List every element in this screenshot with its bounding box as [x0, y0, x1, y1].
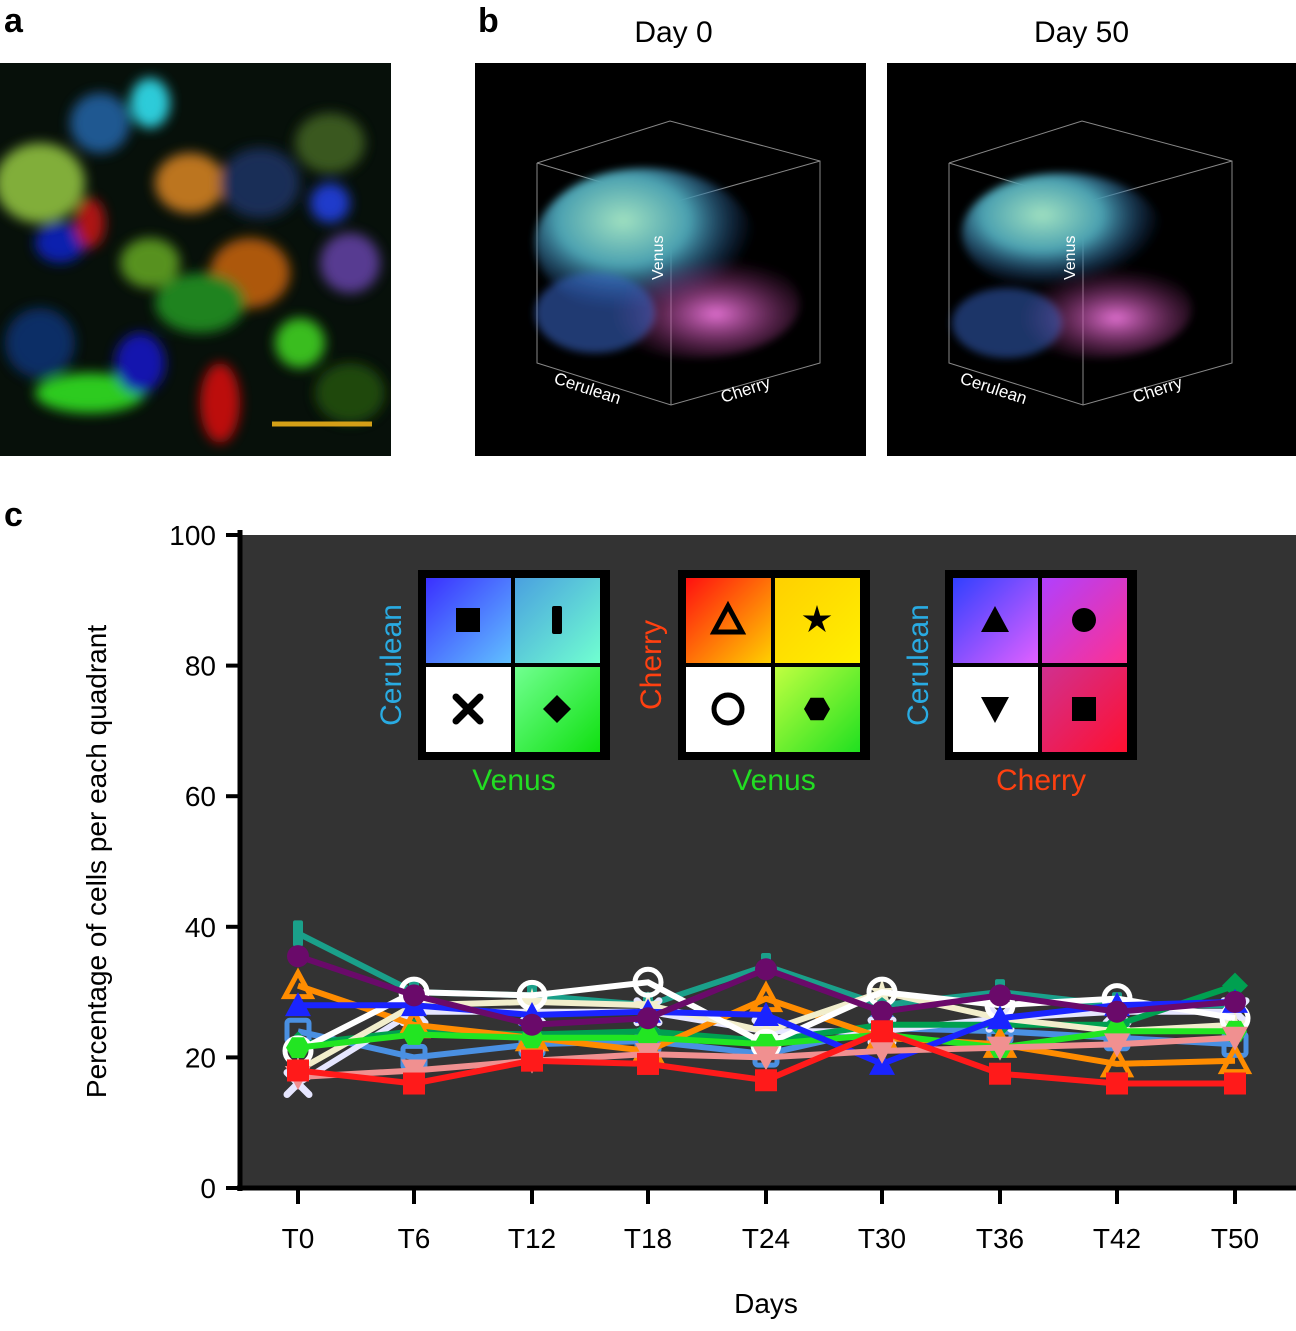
data-point	[293, 920, 303, 947]
data-point	[755, 958, 777, 981]
y-tick-label: 20	[185, 1042, 216, 1073]
x-tick-label: T50	[1211, 1223, 1259, 1254]
data-point	[632, 966, 664, 998]
data-point	[755, 1069, 777, 1092]
legend-y-label: Cerulean	[375, 604, 408, 726]
data-point	[637, 1052, 659, 1075]
legend-x-label: Venus	[472, 764, 555, 797]
legend-y-label: Cerulean	[902, 604, 935, 726]
y-axis-label: Percentage of cells per each quadrant	[81, 625, 112, 1098]
day0-label: Day 0	[634, 16, 713, 49]
data-point	[753, 1046, 779, 1071]
data-point	[286, 1037, 310, 1058]
legend-y-label: Cherry	[635, 620, 668, 710]
legend-box-1: Cherry Venus	[635, 570, 870, 797]
data-point	[518, 987, 546, 1014]
series-10	[285, 1026, 1248, 1090]
data-point	[987, 1036, 1013, 1061]
y-tick-label: 100	[169, 520, 216, 551]
x-tick-label: T42	[1093, 1223, 1141, 1254]
day50-label: Day 50	[1033, 16, 1130, 49]
data-point	[987, 1005, 1013, 1030]
data-point	[1106, 1072, 1128, 1095]
legend-marker	[456, 608, 480, 632]
data-point	[403, 1072, 425, 1095]
axis-venus-label-day50: Venus	[1062, 236, 1079, 280]
data-point	[1224, 1072, 1246, 1095]
series-11	[287, 1020, 1246, 1095]
data-point	[989, 984, 1011, 1007]
axis-cerulean-label: Cerulean	[552, 369, 623, 408]
panel-label-c: c	[4, 496, 23, 534]
data-point	[636, 1027, 660, 1049]
data-point	[637, 1007, 659, 1030]
legend-marker	[543, 695, 571, 723]
y-tick-label: 80	[185, 651, 216, 682]
data-point	[521, 1049, 543, 1072]
data-point	[287, 945, 309, 968]
legend-marker	[981, 606, 1009, 632]
legend-marker	[452, 693, 484, 725]
microscopy-image	[0, 63, 391, 456]
x-tick-label: T36	[976, 1223, 1024, 1254]
data-point	[1222, 972, 1248, 999]
legend-box-2: Cerulean Cherry	[902, 570, 1137, 797]
data-point	[521, 1013, 543, 1036]
legend-marker	[1072, 697, 1096, 721]
data-point	[871, 1020, 893, 1043]
axis-cherry-label: Cherry	[718, 373, 773, 407]
scatter-3d-day50: Venus Cerulean Cherry	[887, 63, 1296, 456]
y-tick-label: 0	[200, 1173, 216, 1204]
microscopy-cells	[0, 78, 385, 443]
x-tick-label: T0	[282, 1223, 315, 1254]
series-line	[297, 982, 1236, 1067]
legend-marker	[709, 600, 747, 635]
data-point	[871, 1000, 893, 1023]
legend-cell	[686, 667, 771, 752]
series-9	[287, 945, 1246, 1036]
legend-marker	[1072, 608, 1096, 632]
legend-cell	[686, 578, 771, 663]
data-point	[753, 1001, 779, 1026]
panel-label-b: b	[478, 2, 499, 40]
legend-marker	[981, 697, 1009, 723]
x-tick-label: T30	[858, 1223, 906, 1254]
y-tick-label: 40	[185, 912, 216, 943]
data-point	[1217, 1042, 1253, 1075]
axis-cherry-label-day50: Cherry	[1130, 373, 1185, 407]
data-point	[1106, 1000, 1128, 1023]
legend-box-0: Cerulean Venus	[375, 570, 610, 797]
data-point	[287, 1059, 309, 1082]
data-point	[401, 1059, 427, 1084]
data-point	[402, 1024, 426, 1045]
axis-cerulean-label-day50: Cerulean	[958, 369, 1029, 408]
data-point	[403, 984, 425, 1007]
scatter-3d-day0: Venus Cerulean Cherry	[475, 63, 866, 456]
x-tick-label: T24	[742, 1223, 790, 1254]
x-tick-label: T6	[398, 1223, 431, 1254]
data-point	[1104, 1033, 1130, 1058]
legend-marker	[552, 606, 562, 634]
data-point	[1224, 990, 1246, 1013]
data-point	[1222, 1026, 1248, 1051]
data-point	[285, 992, 311, 1017]
x-tick-label: T18	[624, 1223, 672, 1254]
legend-x-label: Cherry	[996, 764, 1086, 797]
x-axis-label: Days	[734, 1288, 798, 1319]
x-tick-label: T12	[508, 1223, 556, 1254]
legend-marker	[802, 605, 832, 633]
legend-marker	[804, 697, 830, 721]
axis-venus-label: Venus	[650, 236, 667, 280]
panel-label-a: a	[4, 2, 23, 40]
data-point	[869, 1039, 895, 1064]
data-point	[989, 1062, 1011, 1085]
line-chart: 0 20 40 60 80 100 T0 T6 T12 T18 T24 T30 T36 T42 T50 Day…	[81, 520, 1296, 1319]
y-tick-label: 60	[185, 781, 216, 812]
legend-marker	[711, 692, 745, 726]
legend-x-label: Venus	[732, 764, 815, 797]
